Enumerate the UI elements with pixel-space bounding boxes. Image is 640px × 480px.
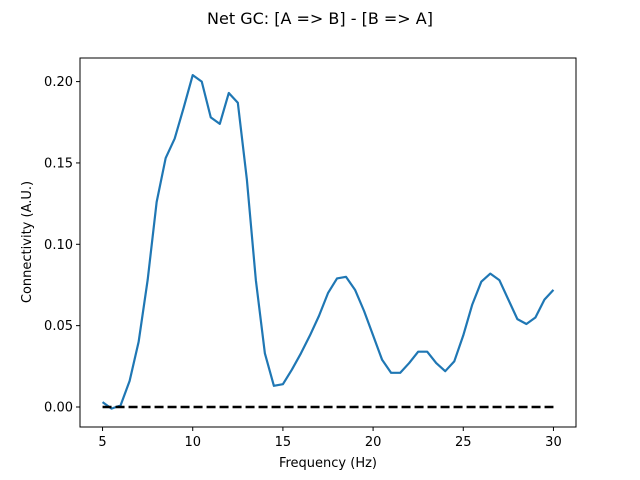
x-axis-label: Frequency (Hz) bbox=[279, 456, 377, 471]
chart-title: Net GC: [A => B] - [B => A] bbox=[207, 9, 433, 28]
y-tick-label: 0.00 bbox=[44, 400, 73, 415]
y-tick-label: 0.10 bbox=[44, 238, 73, 253]
x-tick-label: 25 bbox=[455, 435, 472, 450]
series-line-net-gc bbox=[101, 73, 555, 410]
x-tick-label: 5 bbox=[98, 435, 106, 450]
axes-frame bbox=[79, 57, 577, 428]
plot-lines bbox=[101, 73, 555, 410]
axis-ticks: 5 10 15 20 25 30 0.00 0.05 0.10 0.15 0.20 bbox=[44, 75, 562, 450]
y-tick-label: 0.20 bbox=[44, 75, 73, 90]
y-axis-label: Connectivity (A.U.) bbox=[20, 181, 35, 303]
y-tick-label: 0.05 bbox=[44, 319, 73, 334]
x-tick-label: 10 bbox=[184, 435, 201, 450]
x-tick-label: 20 bbox=[365, 435, 382, 450]
x-tick-label: 30 bbox=[545, 435, 562, 450]
x-tick-label: 15 bbox=[275, 435, 292, 450]
y-tick-label: 0.15 bbox=[44, 156, 73, 171]
